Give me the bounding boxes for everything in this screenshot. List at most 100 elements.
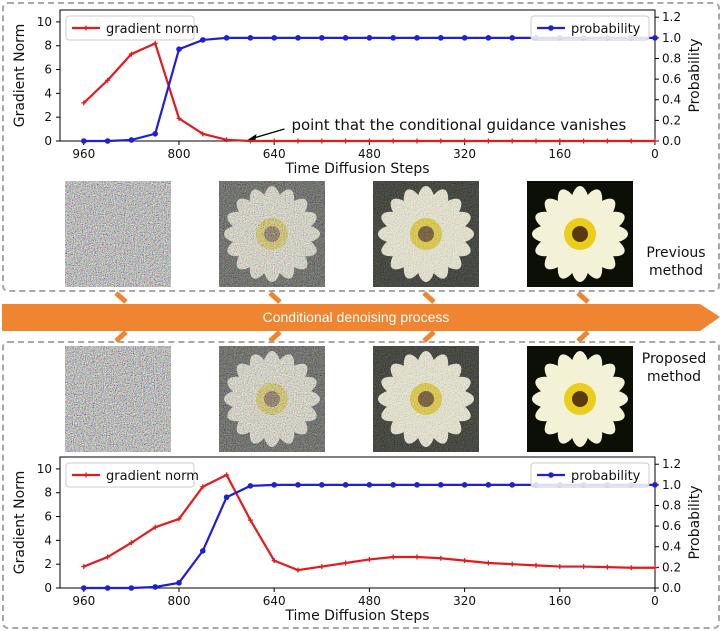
gradient-norm-point bbox=[414, 138, 420, 144]
probability-line bbox=[83, 483, 655, 590]
previous-method-label: Previous method bbox=[636, 244, 716, 280]
gradient-norm-point bbox=[509, 138, 515, 144]
annotation: point that the conditional guidance vani… bbox=[247, 116, 627, 140]
legend-box bbox=[530, 15, 650, 41]
probability-point bbox=[438, 35, 444, 41]
connector-arrow-up bbox=[576, 291, 590, 304]
x-tick-label: 800 bbox=[168, 594, 191, 608]
diffusion-image-noise-800 bbox=[219, 346, 325, 452]
previous-method-box bbox=[2, 2, 720, 292]
annotation-text: point that the conditional guidance vani… bbox=[291, 116, 626, 134]
gradient-norm-point bbox=[200, 131, 206, 137]
proposed-label-line2: method bbox=[646, 369, 702, 385]
gradient-norm-point bbox=[152, 524, 158, 530]
diffusion-image-noise-960 bbox=[65, 181, 171, 287]
probability-point bbox=[390, 35, 397, 41]
legend-swatch-marker bbox=[83, 472, 89, 478]
legend-probability: probability bbox=[530, 15, 650, 41]
x-tick-label: 160 bbox=[548, 594, 571, 608]
gradient-norm-point bbox=[200, 484, 206, 490]
legend-gradient-label: gradient norm bbox=[106, 469, 199, 484]
conditional-denoising-band: Conditional denoising process bbox=[2, 304, 720, 331]
probability-point bbox=[366, 35, 373, 41]
probability-point bbox=[271, 482, 278, 488]
x-tick-label: 640 bbox=[263, 594, 286, 608]
legend-swatch-marker bbox=[548, 25, 554, 31]
probability-point bbox=[461, 482, 468, 488]
legend-probability-label: probability bbox=[571, 22, 641, 37]
probability-point bbox=[295, 35, 301, 41]
probability-point bbox=[81, 138, 87, 144]
gradient-norm-line bbox=[83, 473, 655, 572]
flower-shape bbox=[532, 351, 628, 447]
y-right-tick-label: 0.8 bbox=[662, 498, 681, 512]
arrow-shaft bbox=[114, 291, 128, 304]
gradient-norm-point bbox=[343, 560, 349, 566]
gradient-norm-point bbox=[628, 565, 634, 571]
proposed-method-chart: 960 800 640 480 320 160 0 0 2 4 6 8 10 0.0 0.2 0.4 0.6 0.… bbox=[12, 456, 703, 624]
legend-swatch-marker bbox=[548, 472, 554, 478]
y-tick-label: 0 bbox=[44, 581, 52, 595]
gradient-norm-point bbox=[271, 138, 277, 144]
probability-point bbox=[271, 35, 278, 41]
y-right-tick-label: 1.2 bbox=[662, 10, 681, 24]
probability-point bbox=[342, 35, 349, 41]
previous-label-line1: Previous bbox=[646, 245, 706, 261]
y-tick-label: 0 bbox=[44, 134, 52, 148]
previous-method-chart: 960 800 640 480 320 160 0 0 2 4 6 8 10 0.0 0.2 0.4 0.6 0.… bbox=[12, 9, 703, 177]
gradient-norm-point bbox=[509, 561, 515, 567]
probability-point bbox=[366, 482, 373, 488]
x-tick-label: 480 bbox=[358, 594, 381, 608]
flower-center bbox=[572, 391, 588, 407]
probability-point bbox=[414, 482, 420, 488]
y-right-axis-label: Probability bbox=[687, 485, 703, 559]
y-right-tick-label: 1.2 bbox=[662, 457, 681, 471]
gradient-norm-point bbox=[152, 40, 158, 46]
probability-point bbox=[461, 35, 468, 41]
probability-point bbox=[342, 482, 349, 488]
gradient-norm-point bbox=[414, 554, 420, 560]
noise-overlay bbox=[65, 181, 171, 287]
gradient-norm-point bbox=[390, 554, 396, 560]
gradient-norm-point bbox=[128, 51, 134, 57]
arrow-shaft bbox=[114, 330, 128, 343]
probability-point bbox=[247, 35, 254, 41]
y-right-tick-label: 0.0 bbox=[662, 581, 681, 595]
gradient-norm-point bbox=[105, 554, 111, 560]
gradient-norm-point bbox=[604, 138, 610, 144]
connector-arrow-up bbox=[114, 291, 128, 304]
probability-point bbox=[176, 46, 182, 52]
gradient-norm-point bbox=[319, 564, 325, 570]
legend-probability: probability bbox=[530, 462, 650, 488]
probability-point bbox=[223, 35, 230, 41]
y-tick-label: 6 bbox=[44, 63, 52, 77]
gradient-norm-point bbox=[271, 558, 277, 564]
annotation-arrow-head bbox=[247, 134, 257, 140]
legend-probability-label: probability bbox=[571, 469, 641, 484]
gradient-norm-point bbox=[557, 138, 563, 144]
y-right-tick-label: 0.6 bbox=[662, 72, 681, 86]
band-arrow-shape bbox=[2, 304, 720, 331]
probability-point bbox=[128, 137, 135, 143]
legend-gradient-label: gradient norm bbox=[106, 22, 199, 37]
gradient-norm-point bbox=[462, 138, 468, 144]
x-tick-label: 160 bbox=[548, 147, 571, 161]
probability-point bbox=[319, 482, 325, 488]
diffusion-image-noise-960 bbox=[65, 346, 171, 452]
diffusion-image-noise-480 bbox=[373, 346, 479, 452]
gradient-norm-point bbox=[462, 558, 468, 564]
y-axis-label: Gradient Norm bbox=[12, 471, 28, 575]
x-tick-label: 320 bbox=[453, 147, 476, 161]
gradient-norm-point bbox=[652, 565, 658, 571]
gradient-norm-point bbox=[295, 138, 301, 144]
proposed-method-box bbox=[2, 341, 720, 629]
annotation-arrow-line bbox=[250, 128, 285, 140]
probability-point bbox=[438, 482, 444, 488]
gradient-norm-point bbox=[81, 564, 87, 570]
plot-frame bbox=[59, 456, 656, 589]
y-tick-label: 2 bbox=[44, 110, 52, 124]
y-right-tick-label: 0.6 bbox=[662, 519, 681, 533]
probability-point bbox=[509, 35, 515, 41]
probability-point bbox=[485, 35, 492, 41]
